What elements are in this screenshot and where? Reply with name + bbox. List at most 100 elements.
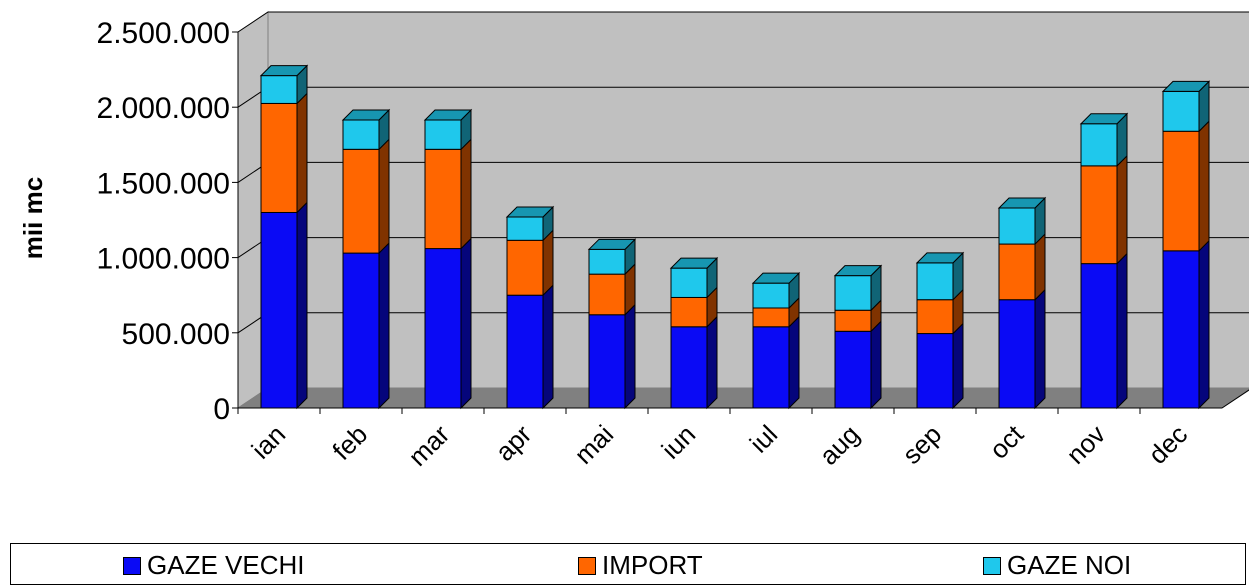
bar-segment-import — [1080, 154, 1128, 265]
bar-front — [424, 148, 462, 250]
bar-segment-import — [588, 262, 636, 316]
bar-front — [834, 275, 872, 311]
legend-label: IMPORT — [602, 550, 703, 580]
x-tick-label: iul — [744, 419, 784, 459]
bar-front — [424, 119, 462, 150]
bar-segment-gaze-vechi — [424, 237, 472, 410]
legend-item-gaze-noi: GAZE NOI — [983, 550, 1131, 581]
bar-front — [506, 216, 544, 241]
y-tick-label: 2.500.000 — [97, 17, 230, 50]
bar-front — [1162, 130, 1200, 252]
bar-segment-gaze-noi — [997, 196, 1047, 246]
bar-top — [833, 265, 883, 277]
bar-segment-gaze-vechi — [916, 322, 964, 410]
x-tick-label: iun — [655, 419, 701, 465]
bar-front — [588, 248, 626, 275]
bar-segment-gaze-vechi — [260, 201, 308, 410]
bar-front — [424, 248, 462, 409]
bar-front — [1162, 90, 1200, 132]
bar-front — [916, 299, 954, 335]
bar-segment-gaze-noi — [669, 256, 719, 299]
bar-segment-gaze-noi — [505, 205, 555, 242]
bar-side — [624, 303, 636, 410]
bar-front — [506, 239, 544, 296]
bar-segment-gaze-noi — [423, 108, 473, 151]
bar-segment-import — [342, 138, 390, 255]
bar-front — [1080, 165, 1118, 265]
bar-front — [1080, 263, 1118, 409]
bar-front — [1080, 123, 1118, 167]
bar-segment-gaze-noi — [587, 238, 637, 276]
x-tick-label: mai — [568, 419, 619, 470]
x-tick-label: feb — [326, 419, 373, 466]
bar-top — [751, 272, 801, 284]
floor-edge — [1221, 389, 1249, 409]
bar-segment-import — [260, 92, 308, 214]
axes — [232, 31, 1249, 414]
bar-front — [998, 207, 1036, 245]
bar-segment-gaze-noi — [1161, 80, 1211, 133]
bar-front — [1162, 250, 1200, 409]
bar-segment-import — [916, 288, 964, 335]
bar-segment-import — [1162, 120, 1210, 253]
bar-front — [834, 309, 872, 332]
bar-top — [587, 238, 637, 250]
x-tick-label: oct — [984, 418, 1030, 464]
y-tick-label: 1.500.000 — [97, 167, 230, 200]
y-tick-label: 2.000.000 — [97, 92, 230, 125]
bar-side — [706, 315, 718, 410]
bar-side — [542, 283, 554, 410]
x-tick-label: apr — [489, 419, 537, 467]
bar-segment-gaze-vechi — [670, 315, 718, 410]
bar-segment-gaze-vechi — [588, 303, 636, 410]
y-tick-label: 1.000.000 — [97, 243, 230, 276]
y-tick-label: 0 — [213, 393, 230, 426]
bar-front — [260, 211, 298, 409]
x-tick-label: ian — [245, 419, 291, 465]
bar-segment-gaze-noi — [751, 271, 801, 310]
bar-top — [341, 109, 391, 121]
bar-front — [916, 262, 954, 301]
bar-side — [788, 315, 800, 410]
bar-front — [670, 267, 708, 298]
bar-front — [260, 102, 298, 213]
stacked-bar-chart: 0 500.000 1.000.000 1.500.000 2.000.000 2.500… — [18, 11, 1249, 472]
bar-segment-gaze-noi — [915, 251, 965, 301]
bar-top — [423, 109, 473, 121]
bar-front — [342, 119, 380, 150]
bar-segment-gaze-noi — [833, 264, 883, 312]
bar-segment-gaze-vechi — [752, 315, 800, 410]
bar-side — [542, 229, 554, 297]
bar-front — [588, 314, 626, 409]
bar-segment-import — [670, 286, 718, 328]
legend-label: GAZE VECHI — [147, 550, 305, 580]
bar-side — [378, 241, 390, 410]
bar-segment-import — [506, 229, 554, 297]
x-tick-label: dec — [1142, 419, 1193, 470]
y-tick-label: 500.000 — [122, 318, 230, 351]
bar-side — [296, 201, 308, 410]
bar-segment-gaze-vechi — [998, 288, 1046, 410]
bar-segment-gaze-vechi — [506, 283, 554, 410]
bar-segment-import — [998, 232, 1046, 301]
legend: GAZE VECHI IMPORT GAZE NOI — [10, 543, 1246, 585]
bar-top — [669, 257, 719, 269]
x-tick-label: nov — [1060, 419, 1111, 470]
legend-item-gaze-vechi: GAZE VECHI — [123, 550, 304, 581]
bar-front — [916, 333, 954, 409]
bar-segment-gaze-vechi — [1080, 252, 1128, 410]
bars — [259, 64, 1211, 410]
bar-segment-gaze-noi — [259, 64, 309, 105]
bar-front — [342, 148, 380, 254]
bar-segment-gaze-vechi — [834, 320, 882, 410]
legend-swatch — [123, 556, 141, 575]
bar-top — [1079, 113, 1129, 125]
x-tick-label: sep — [896, 419, 947, 470]
bar-side — [460, 237, 472, 410]
bar-side — [1198, 239, 1210, 410]
bar-front — [670, 326, 708, 409]
bar-segment-gaze-noi — [341, 108, 391, 151]
bar-top — [505, 206, 555, 218]
bar-side — [952, 322, 964, 410]
bar-front — [998, 243, 1036, 301]
